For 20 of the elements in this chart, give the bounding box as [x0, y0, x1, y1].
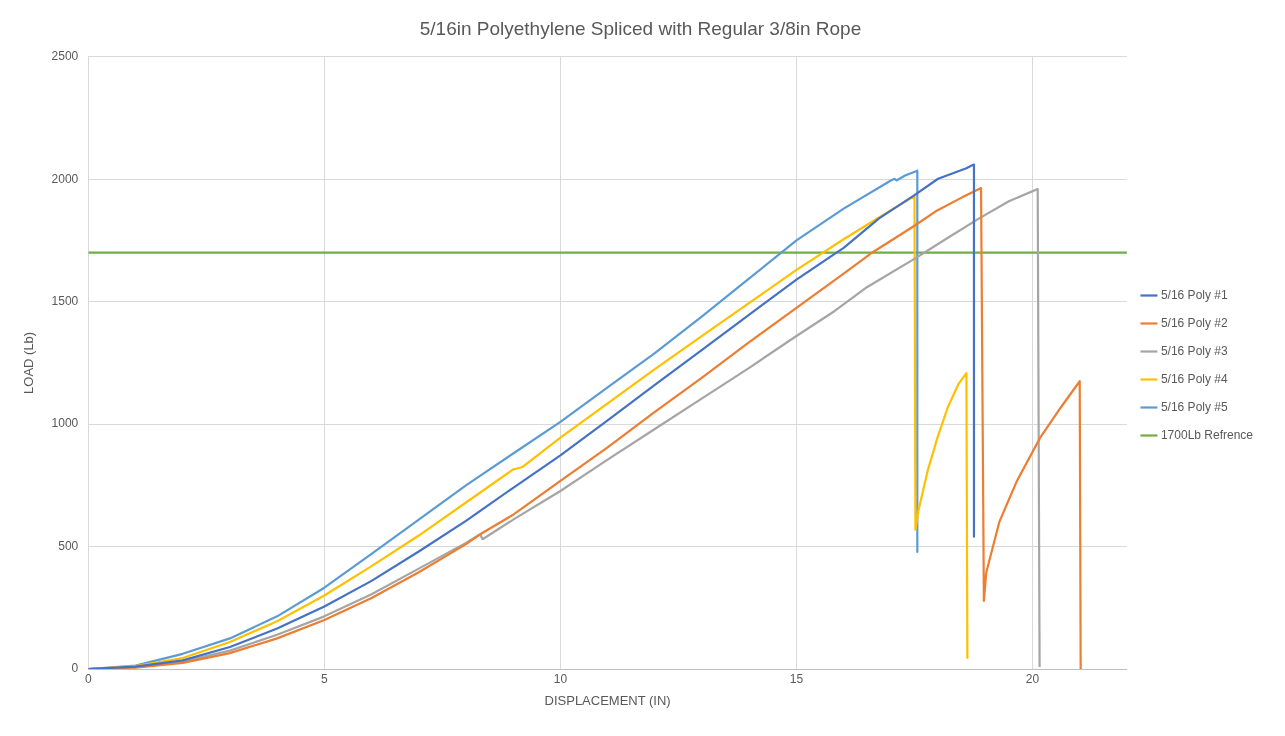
y-tick-label: 0 — [71, 661, 79, 676]
legend-label: 5/16 Poly #3 — [1160, 343, 1228, 358]
x-tick-label: 10 — [553, 671, 568, 686]
y-tick-label: 2500 — [51, 49, 79, 64]
y-axis-title: LOAD (Lb) — [21, 331, 37, 394]
x-axis-title: DISPLACEMENT (IN) — [544, 692, 671, 708]
y-tick-label: 1500 — [51, 293, 79, 308]
x-tick-label: 20 — [1025, 671, 1040, 686]
x-tick-label: 0 — [84, 671, 92, 686]
legend-label: 5/16 Poly #1 — [1160, 287, 1228, 302]
x-tick-label: 15 — [789, 671, 804, 686]
chart-title: 5/16in Polyethylene Spliced with Regular 3/8in Rope — [419, 17, 862, 39]
legend-label: 1700Lb Refrence — [1160, 427, 1254, 442]
y-tick-label: 1000 — [51, 416, 79, 431]
y-tick-label: 500 — [58, 538, 79, 553]
x-tick-label: 5 — [321, 671, 329, 686]
legend-label: 5/16 Poly #4 — [1160, 371, 1228, 386]
legend-label: 5/16 Poly #5 — [1160, 399, 1228, 414]
legend-label: 5/16 Poly #2 — [1160, 315, 1228, 330]
y-tick-label: 2000 — [51, 171, 79, 186]
